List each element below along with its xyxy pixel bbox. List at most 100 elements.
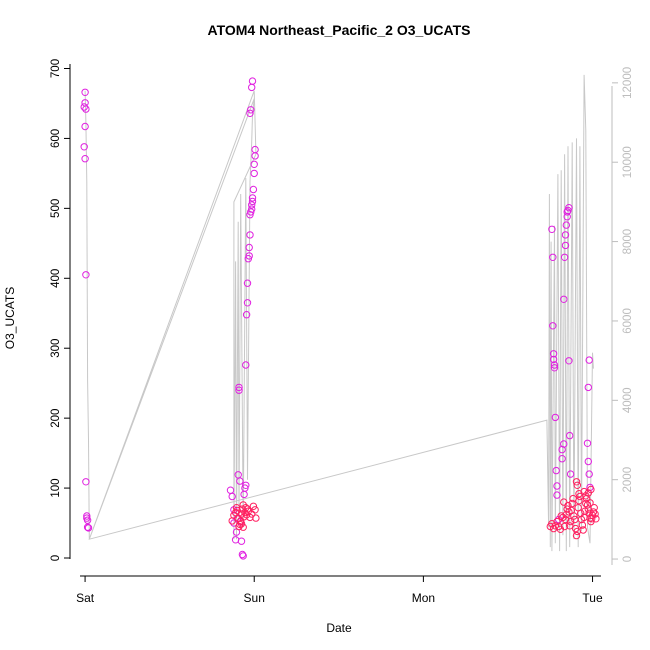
- data-point: [583, 439, 592, 447]
- y-tick-right-label: 4000: [622, 388, 634, 414]
- data-point: [568, 499, 576, 508]
- data-points: [80, 77, 600, 560]
- data-point: [228, 517, 236, 525]
- data-point: [578, 521, 587, 529]
- data-point: [242, 481, 250, 489]
- data-point: [561, 241, 570, 250]
- data-point: [566, 522, 574, 530]
- data-point: [589, 508, 598, 516]
- data-point: [249, 502, 258, 510]
- x-tick-label: Tue: [582, 591, 603, 605]
- data-point: [550, 364, 559, 372]
- data-point: [247, 106, 255, 114]
- data-point: [235, 386, 243, 394]
- data-point: [575, 497, 583, 505]
- data-point: [587, 485, 595, 494]
- data-point: [237, 537, 246, 545]
- data-point: [566, 517, 575, 526]
- data-point: [251, 145, 259, 154]
- data-point: [572, 531, 581, 540]
- y-ticks-left: 0 100 200 300 400 500 600 700: [50, 59, 70, 561]
- y-tick-left-label: 100: [50, 478, 62, 497]
- data-point: [240, 490, 248, 499]
- x-tick-label: Mon: [412, 591, 435, 605]
- y-tick-left-label: 200: [50, 409, 62, 428]
- data-point: [549, 322, 557, 330]
- data-point: [553, 491, 561, 499]
- data-point: [243, 279, 252, 287]
- data-point: [550, 361, 559, 369]
- data-point: [565, 357, 573, 365]
- data-point: [553, 517, 561, 526]
- data-point: [226, 486, 235, 494]
- data-point: [238, 550, 247, 559]
- y-ticks-right: 0 2000 4000 6000 8000 10000 12000: [612, 67, 634, 562]
- data-point: [81, 122, 89, 131]
- data-point: [584, 457, 592, 466]
- data-point: [236, 477, 244, 485]
- data-point: [242, 311, 251, 319]
- data-point: [566, 470, 575, 478]
- data-point: [549, 355, 558, 364]
- chart-title: ATOM4 Northeast_Pacific_2 O3_UCATS: [208, 22, 471, 38]
- y-tick-left-label: 0: [50, 555, 62, 561]
- data-point: [239, 552, 247, 560]
- data-point: [591, 510, 599, 518]
- y-tick-right-label: 6000: [622, 308, 634, 334]
- x-axis-label: Date: [326, 621, 352, 635]
- data-point: [548, 225, 556, 234]
- data-point: [553, 482, 561, 490]
- y-tick-right-label: 10000: [622, 146, 634, 178]
- data-point: [583, 501, 592, 509]
- data-point: [549, 253, 557, 261]
- data-point: [250, 169, 258, 178]
- data-point: [561, 515, 570, 524]
- x-ticks: Sat Sun Mon Tue: [76, 576, 603, 605]
- data-point: [563, 208, 571, 216]
- data-point: [560, 295, 568, 303]
- data-point: [562, 221, 570, 229]
- data-point: [84, 524, 93, 532]
- data-point: [228, 492, 236, 501]
- data-point: [249, 185, 258, 194]
- data-point: [575, 490, 583, 498]
- data-point: [235, 383, 243, 392]
- data-point: [242, 361, 250, 369]
- data-point: [81, 155, 89, 163]
- data-point: [584, 383, 592, 392]
- data-point: [560, 522, 569, 531]
- data-point: [248, 83, 256, 92]
- data-point: [82, 478, 90, 486]
- y-tick-left-label: 500: [50, 199, 62, 218]
- data-point: [243, 299, 252, 307]
- data-point: [570, 512, 578, 520]
- data-point: [585, 470, 593, 478]
- data-point: [82, 105, 90, 113]
- data-point: [588, 515, 596, 523]
- data-point: [237, 520, 246, 528]
- data-point: [248, 197, 257, 206]
- data-point: [561, 231, 570, 239]
- data-point: [248, 77, 257, 85]
- x-tick-label: Sun: [244, 591, 265, 605]
- data-point: [579, 526, 587, 534]
- data-point: [592, 515, 600, 523]
- data-point: [551, 413, 559, 422]
- data-point: [580, 487, 588, 496]
- data-point: [560, 253, 569, 261]
- data-point: [83, 523, 92, 531]
- altitude-line: [84, 74, 594, 552]
- y-tick-right-label: 12000: [622, 67, 634, 99]
- y-tick-right-label: 8000: [622, 229, 634, 255]
- data-point: [248, 201, 256, 209]
- x-tick-label: Sat: [76, 591, 95, 605]
- data-point: [573, 481, 581, 489]
- data-point: [252, 514, 260, 522]
- data-point: [565, 204, 573, 212]
- data-point: [246, 231, 254, 239]
- data-point: [552, 466, 560, 475]
- data-point: [572, 478, 581, 486]
- data-point: [251, 506, 259, 514]
- data-point: [83, 512, 91, 520]
